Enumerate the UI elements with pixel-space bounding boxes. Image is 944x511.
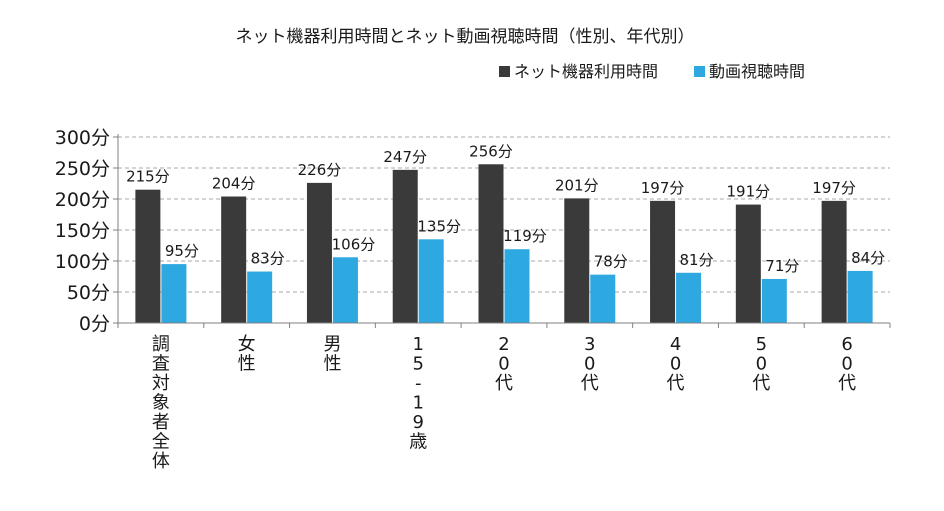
y-tick-label: 200分 (55, 189, 110, 211)
legend-label: 動画視聴時間 (709, 62, 805, 81)
value-label: 78分 (594, 253, 628, 271)
value-label: 215分 (126, 168, 170, 186)
value-label: 247分 (383, 148, 427, 166)
value-label: 81分 (680, 251, 714, 269)
y-tick-label: 100分 (55, 251, 110, 273)
bar-video-time (504, 249, 530, 323)
y-tick-label: 150分 (55, 220, 110, 242)
bar-video-time (590, 274, 616, 323)
bar-net-device-time (306, 182, 332, 323)
y-tick-label: 300分 (55, 127, 110, 149)
legend-label: ネット機器利用時間 (514, 62, 658, 81)
category-label: 1 5 -1 9 歳 (409, 334, 427, 453)
bar-net-device-time (392, 169, 418, 323)
bar-video-time (161, 264, 187, 323)
bar-net-device-time (221, 196, 247, 323)
bar-net-device-time (135, 189, 161, 323)
bar-video-time (761, 278, 787, 323)
grid-lines (118, 136, 890, 293)
bar-net-device-time (821, 200, 847, 323)
value-label: 256分 (469, 142, 513, 160)
value-label: 191分 (727, 183, 771, 201)
value-label: 226分 (298, 161, 342, 179)
y-tick-label: 50分 (67, 282, 110, 304)
value-label: 83分 (251, 250, 285, 268)
value-label: 135分 (417, 217, 461, 235)
y-tick-label: 0分 (79, 313, 110, 335)
bar-net-device-time (478, 164, 504, 323)
bar-video-time (847, 270, 873, 323)
y-tick-label: 250分 (55, 158, 110, 180)
chart-title: ネット機器利用時間とネット動画視聴時間（性別、年代別） (236, 27, 695, 47)
category-label: 男性 (323, 334, 341, 375)
value-label: 71分 (765, 257, 799, 275)
category-label: 女性 (238, 334, 256, 375)
bar-video-time (418, 239, 444, 323)
value-labels: 215分 95分 204分 83分 226分 106分 247分 135分 256分 119分 20… (126, 142, 885, 275)
bar-net-device-time (735, 204, 761, 323)
value-label: 119分 (503, 227, 547, 245)
legend-swatch (499, 66, 510, 77)
bar-net-device-time (650, 200, 676, 323)
value-label: 84分 (851, 249, 885, 267)
x-axis: 調査対象者全体 女性 男性 1 5 -1 9 歳 2 0 代 3 0 代 4 0 代 5 0 代 6 0 代 (117, 322, 891, 472)
value-label: 197分 (641, 179, 685, 197)
legend: ネット機器利用時間 動画視聴時間 (499, 62, 805, 81)
bar-video-time (247, 271, 273, 323)
value-label: 197分 (812, 179, 856, 197)
bar-video-time (332, 257, 358, 323)
value-label: 204分 (212, 175, 256, 193)
bar-net-device-time (564, 198, 590, 323)
y-axis: 0分 50分 100分 150分 200分 250分 300分 (55, 127, 119, 335)
bars (135, 164, 873, 323)
bar-video-time (676, 272, 702, 323)
value-label: 201分 (555, 176, 599, 194)
category-label: 調査対象者全体 (152, 334, 170, 472)
legend-swatch (694, 66, 705, 77)
value-label: 95分 (165, 242, 199, 260)
value-label: 106分 (332, 235, 376, 253)
